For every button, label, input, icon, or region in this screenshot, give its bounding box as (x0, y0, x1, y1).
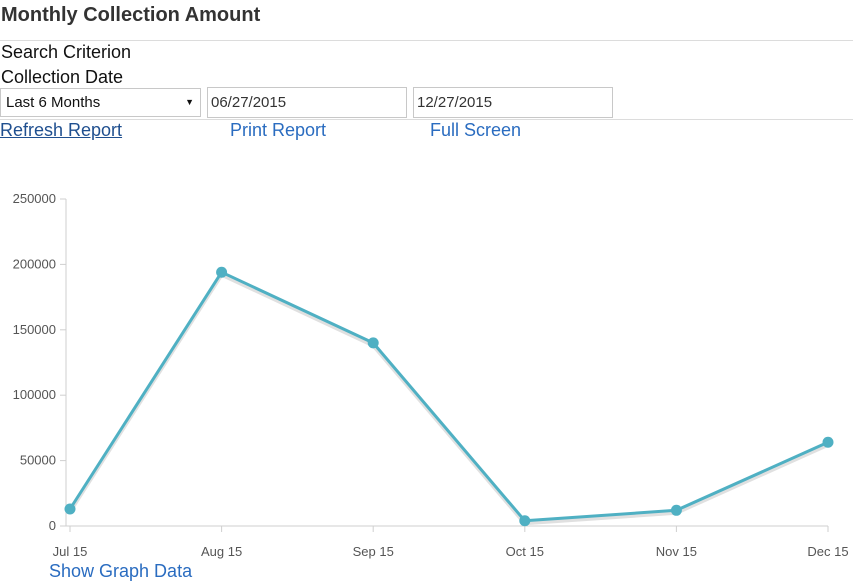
end-date-input[interactable]: 12/27/2015 (413, 87, 613, 118)
dropdown-arrow-icon: ▼ (185, 97, 194, 107)
full-screen-link[interactable]: Full Screen (430, 120, 522, 140)
x-tick-label: Aug 15 (201, 544, 242, 559)
start-date-input[interactable]: 06/27/2015 (207, 87, 407, 118)
collection-line-chart: 0 50000 100000 150000 200000 250000 Jul 15 Aug … (13, 191, 849, 559)
series-line (68, 270, 829, 523)
x-tick-label: Oct 15 (506, 544, 544, 559)
data-point-sep-15 (367, 337, 379, 349)
y-tick-label: 0 (49, 518, 56, 533)
collection-date-label: Collection Date (1, 67, 124, 87)
x-tick-label: Nov 15 (656, 544, 697, 559)
page-title: Monthly Collection Amount (1, 4, 261, 26)
data-point-aug-15 (216, 266, 228, 278)
x-tick-label: Jul 15 (53, 544, 88, 559)
x-tick-label: Sep 15 (353, 544, 394, 559)
y-tick-label: 50000 (20, 453, 56, 468)
data-point-nov-15 (670, 504, 682, 516)
y-tick-label: 150000 (13, 322, 56, 337)
data-point-dec-15 (822, 436, 834, 448)
y-tick-label: 200000 (13, 256, 56, 271)
x-tick-label: Dec 15 (807, 544, 848, 559)
show-graph-data-link[interactable]: Show Graph Data (49, 561, 193, 581)
print-report-link[interactable]: Print Report (230, 120, 327, 140)
y-tick-label: 250000 (13, 191, 56, 206)
series-line-shadow (68, 272, 829, 526)
data-point-jul-15 (64, 503, 76, 515)
data-point-oct-15 (519, 515, 531, 527)
date-range-select-value: Last 6 Months (6, 94, 101, 111)
search-criterion-heading: Search Criterion (1, 42, 132, 62)
date-range-select[interactable]: Last 6 Months ▼ (0, 88, 201, 117)
y-tick-label: 100000 (13, 387, 56, 402)
title-divider (0, 40, 853, 41)
refresh-report-link[interactable]: Refresh Report (0, 120, 123, 140)
filter-divider (0, 119, 853, 120)
